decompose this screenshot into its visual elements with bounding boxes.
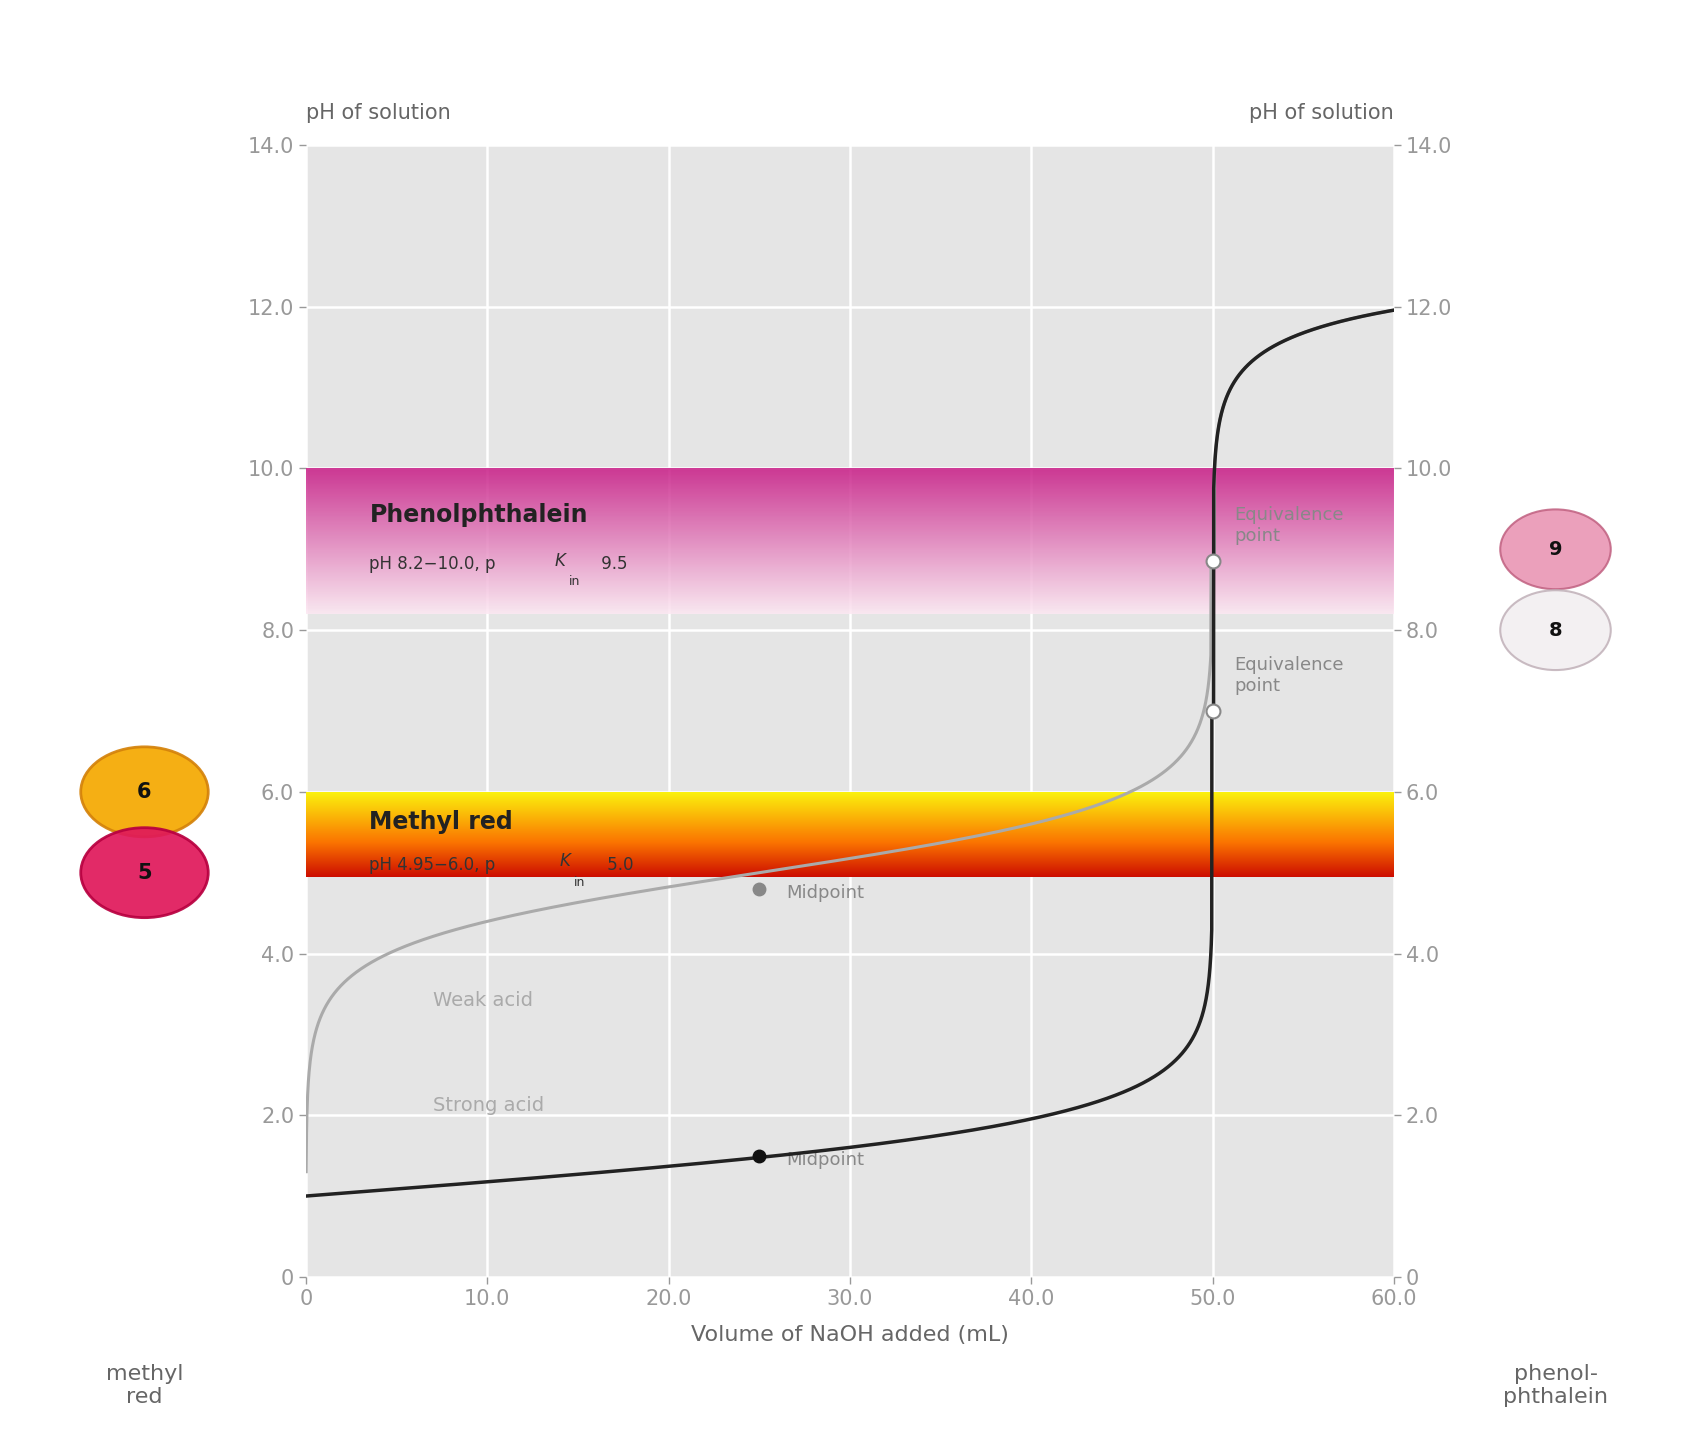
- Text: 6: 6: [138, 782, 151, 802]
- Text: K: K: [559, 852, 571, 871]
- Text: Methyl red: Methyl red: [369, 810, 513, 834]
- Text: pH of solution: pH of solution: [306, 103, 450, 123]
- Text: K: K: [554, 551, 566, 570]
- Text: Midpoint: Midpoint: [787, 884, 865, 903]
- Text: 9: 9: [1549, 540, 1562, 559]
- Text: 5: 5: [138, 863, 151, 882]
- Text: in: in: [570, 575, 580, 588]
- Text: pH 4.95−6.0, p: pH 4.95−6.0, p: [369, 856, 496, 874]
- Text: methyl
red: methyl red: [105, 1364, 184, 1407]
- Text: 5.0: 5.0: [602, 856, 632, 874]
- Text: Equivalence
point: Equivalence point: [1234, 656, 1345, 695]
- Text: in: in: [575, 876, 586, 889]
- Text: 9.5: 9.5: [597, 554, 627, 573]
- X-axis label: Volume of NaOH added (mL): Volume of NaOH added (mL): [692, 1325, 1008, 1345]
- Text: 8: 8: [1549, 621, 1562, 640]
- Text: Strong acid: Strong acid: [434, 1096, 544, 1116]
- Text: pH 8.2−10.0, p: pH 8.2−10.0, p: [369, 554, 496, 573]
- Text: Phenolphthalein: Phenolphthalein: [369, 503, 588, 527]
- Text: pH of solution: pH of solution: [1250, 103, 1394, 123]
- Text: Midpoint: Midpoint: [787, 1151, 865, 1168]
- Text: Equivalence
point: Equivalence point: [1234, 506, 1345, 546]
- Text: phenol-
phthalein: phenol- phthalein: [1503, 1364, 1608, 1407]
- Text: Weak acid: Weak acid: [434, 991, 532, 1010]
